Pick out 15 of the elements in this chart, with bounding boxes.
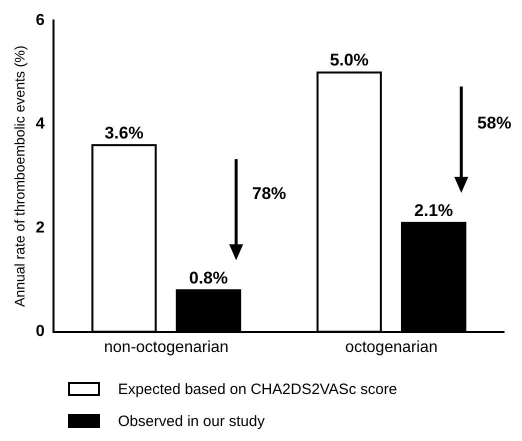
y-axis-title: Annual rate of thromboembolic events (%) bbox=[11, 45, 28, 307]
y-tick-label: 4 bbox=[36, 116, 45, 133]
y-tick-label: 6 bbox=[36, 12, 45, 30]
legend-label: Expected based on CHA2DS2VASc score bbox=[118, 380, 398, 398]
y-tick-label: 2 bbox=[36, 219, 45, 236]
y-tick-label: 0 bbox=[36, 323, 45, 340]
annotation: 58% bbox=[477, 113, 512, 132]
annotation: 78% bbox=[252, 184, 286, 204]
data-label: 2.1% bbox=[414, 201, 454, 220]
data-label: 3.6% bbox=[104, 123, 144, 142]
x-tick-label: octogenarian bbox=[345, 338, 438, 356]
x-tick-label: non-octogenarian bbox=[104, 338, 229, 356]
data-label: 5.0% bbox=[330, 50, 369, 70]
legend-label: Observed in our study bbox=[118, 412, 265, 430]
data-label: 0.8% bbox=[189, 268, 228, 288]
